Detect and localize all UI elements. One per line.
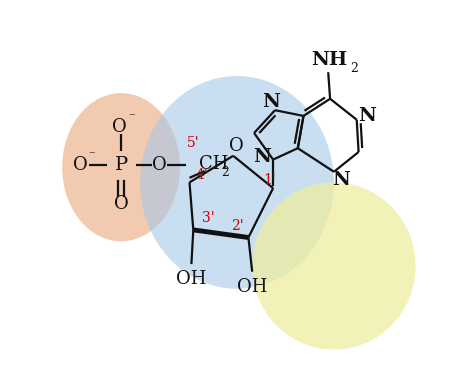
Text: N: N (262, 93, 280, 111)
Text: P: P (115, 156, 128, 174)
Text: N: N (358, 107, 376, 125)
Text: 2: 2 (221, 166, 229, 179)
Text: 3': 3' (202, 212, 215, 225)
Text: N: N (253, 148, 271, 166)
Text: ⁻: ⁻ (128, 112, 135, 125)
Text: 2': 2' (231, 219, 243, 233)
Text: O: O (229, 137, 244, 155)
Text: O: O (112, 117, 127, 136)
Ellipse shape (62, 93, 180, 241)
Text: 2: 2 (350, 62, 358, 75)
Ellipse shape (252, 182, 416, 350)
Text: OH: OH (176, 270, 207, 288)
Text: O: O (73, 155, 88, 174)
Text: O: O (114, 195, 128, 213)
Text: 5': 5' (187, 136, 200, 150)
Text: N: N (332, 171, 350, 189)
Ellipse shape (140, 76, 334, 289)
Text: O: O (152, 156, 166, 174)
Text: 4': 4' (195, 168, 208, 182)
Text: ⁻: ⁻ (88, 149, 94, 162)
Text: CH: CH (199, 155, 228, 173)
Text: NH: NH (311, 51, 348, 69)
Text: OH: OH (237, 278, 267, 296)
Text: 1': 1' (263, 173, 276, 187)
